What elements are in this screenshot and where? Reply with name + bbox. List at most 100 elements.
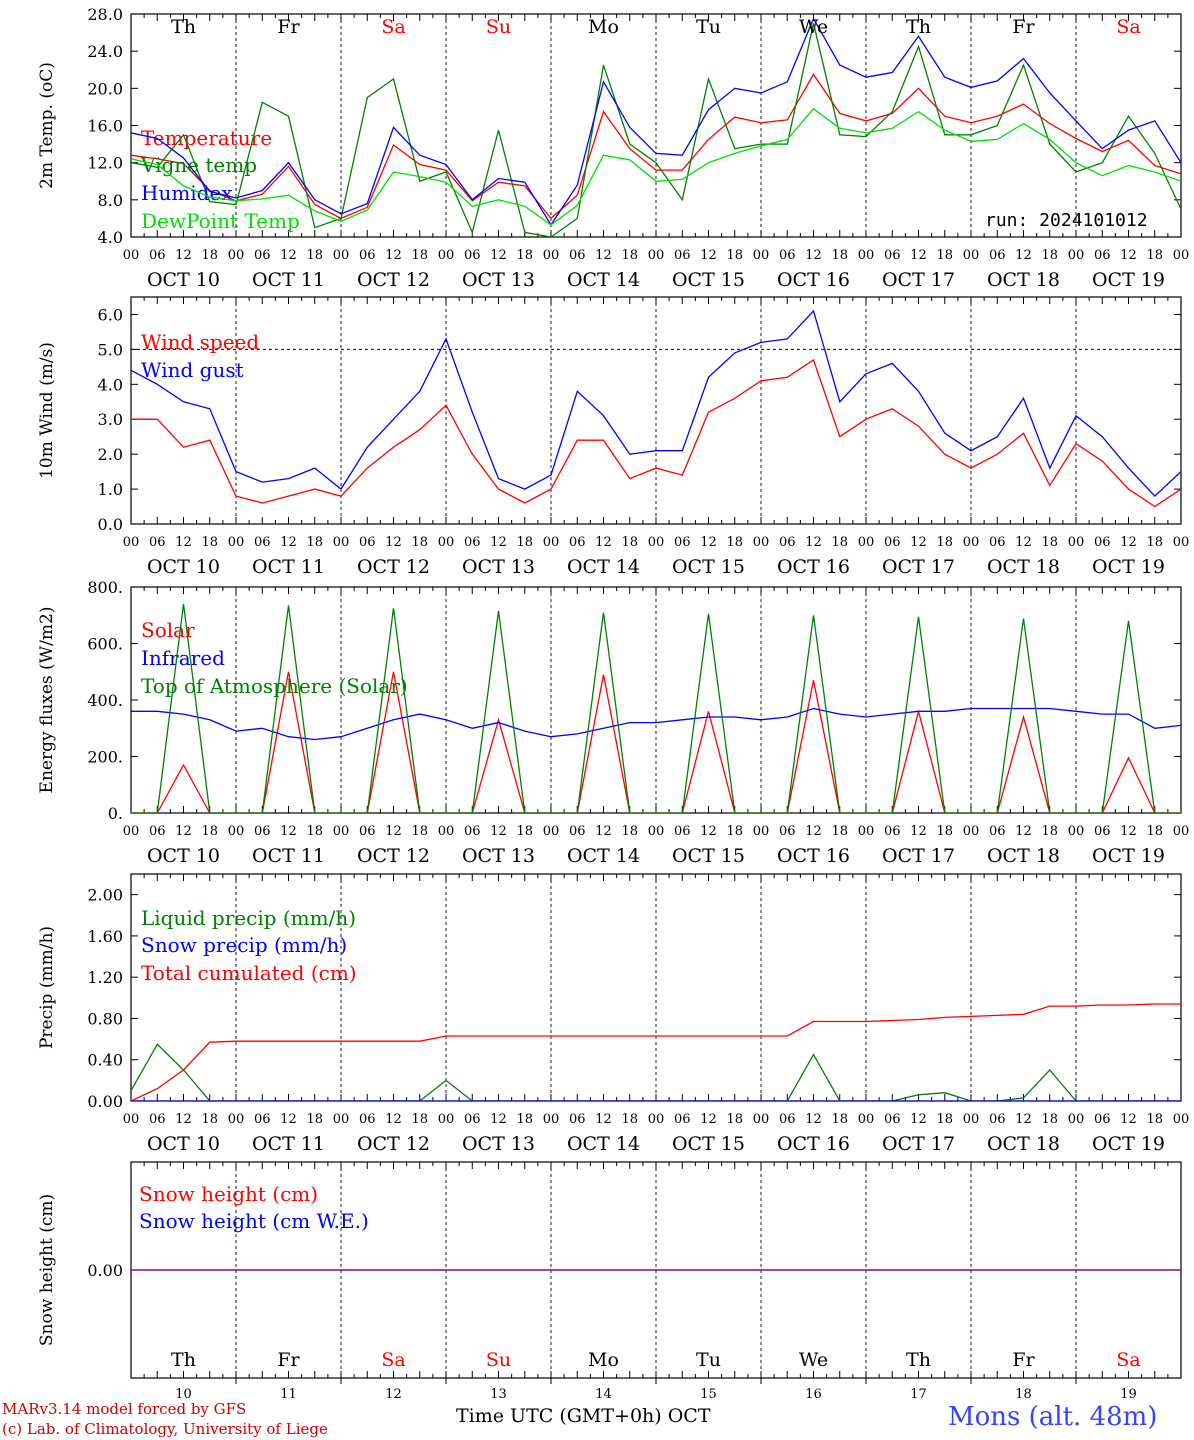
hour-tick-label: 06 [254, 824, 271, 839]
y-tick-label: 1.20 [87, 968, 123, 987]
legend-entry: Liquid precip (mm/h) [141, 906, 356, 930]
y-tick-label: 6.0 [98, 305, 123, 324]
hour-tick-label: 12 [490, 535, 507, 550]
y-tick-label: 16.0 [87, 117, 123, 136]
hour-tick-label: 00 [753, 1112, 770, 1127]
y-tick-label: 600. [87, 635, 123, 654]
date-label: OCT 10 [147, 845, 220, 867]
date-label: OCT 19 [1092, 845, 1165, 867]
hour-tick-label: 18 [1041, 248, 1058, 263]
hour-tick-label: 00 [1173, 248, 1190, 263]
day-number: 11 [280, 1387, 297, 1402]
panel-3: 00 06 12 18 OCT 10 00 06 12 18 OCT 11 00 06 12 18 OCT … [37, 578, 1189, 867]
hour-tick-label: 18 [726, 1112, 743, 1127]
hour-tick-label: 00 [333, 535, 350, 550]
hour-tick-label: 12 [1015, 248, 1032, 263]
hour-tick-label: 00 [333, 824, 350, 839]
hour-tick-label: 18 [936, 535, 953, 550]
date-label: OCT 17 [882, 1133, 955, 1155]
hour-tick-label: 18 [306, 535, 323, 550]
day-abbr: We [799, 16, 828, 38]
hour-tick-label: 00 [648, 1112, 665, 1127]
hour-tick-label: 18 [516, 1112, 533, 1127]
hour-tick-label: 06 [359, 535, 376, 550]
hour-tick-label: 18 [1041, 1112, 1058, 1127]
y-tick-label: 20.0 [87, 79, 123, 98]
hour-tick-label: 06 [569, 535, 586, 550]
y-tick-label: 0.00 [87, 1261, 123, 1280]
day-abbr: Mo [588, 1349, 619, 1371]
hour-tick-label: 18 [621, 248, 638, 263]
day-number: 13 [490, 1387, 507, 1402]
day-number: 12 [385, 1387, 402, 1402]
hour-tick-label: 18 [621, 535, 638, 550]
hour-tick-label: 18 [831, 248, 848, 263]
date-label: OCT 14 [567, 556, 640, 578]
hour-tick-label: 06 [254, 248, 271, 263]
hour-tick-label: 00 [228, 824, 245, 839]
legend-entry: DewPoint Temp [141, 209, 300, 233]
date-label: OCT 16 [777, 845, 850, 867]
day-abbr: Th [906, 1349, 931, 1371]
hour-tick-label: 12 [1015, 1112, 1032, 1127]
hour-tick-label: 06 [464, 248, 481, 263]
date-label: OCT 18 [987, 556, 1060, 578]
date-label: OCT 17 [882, 556, 955, 578]
hour-tick-label: 18 [306, 1112, 323, 1127]
day-abbr: Sa [1116, 16, 1140, 38]
series-line-1 [131, 1043, 1181, 1101]
hour-tick-label: 06 [989, 1112, 1006, 1127]
hour-tick-label: 18 [726, 248, 743, 263]
date-label: OCT 19 [1092, 556, 1165, 578]
hour-tick-label: 00 [228, 248, 245, 263]
y-axis-label: Snow height (cm) [37, 1194, 57, 1346]
date-label: OCT 18 [987, 269, 1060, 291]
hour-tick-label: 12 [490, 1112, 507, 1127]
hour-tick-label: 06 [149, 248, 166, 263]
hour-tick-label: 18 [831, 535, 848, 550]
date-label: OCT 10 [147, 1133, 220, 1155]
hour-tick-label: 00 [648, 535, 665, 550]
hour-tick-label: 18 [1041, 535, 1058, 550]
hour-tick-label: 06 [254, 1112, 271, 1127]
y-tick-label: 0.40 [87, 1051, 123, 1070]
hour-tick-label: 18 [831, 1112, 848, 1127]
y-tick-label: 12.0 [87, 154, 123, 173]
day-abbr: Su [486, 16, 511, 38]
hour-tick-label: 18 [201, 1112, 218, 1127]
series-line-1 [131, 671, 1181, 813]
y-axis-label: Precip (mm/h) [37, 926, 57, 1049]
date-label: OCT 12 [357, 1133, 430, 1155]
hour-tick-label: 18 [306, 248, 323, 263]
day-number: 18 [1015, 1387, 1032, 1402]
day-number: 19 [1120, 1387, 1137, 1402]
hour-tick-label: 00 [438, 1112, 455, 1127]
day-abbr: Fr [277, 16, 300, 38]
day-abbr: Sa [381, 16, 405, 38]
date-label: OCT 12 [357, 556, 430, 578]
hour-tick-label: 00 [963, 535, 980, 550]
hour-tick-label: 12 [805, 824, 822, 839]
date-label: OCT 10 [147, 269, 220, 291]
hour-tick-label: 18 [621, 1112, 638, 1127]
hour-tick-label: 00 [1068, 248, 1085, 263]
hour-tick-label: 12 [280, 1112, 297, 1127]
hour-tick-label: 12 [175, 248, 192, 263]
hour-tick-label: 12 [280, 248, 297, 263]
date-label: OCT 17 [882, 845, 955, 867]
day-abbr: Th [171, 16, 196, 38]
hour-tick-label: 00 [1068, 824, 1085, 839]
day-abbr: Tu [696, 1349, 721, 1371]
series-line-3 [131, 17, 1181, 227]
hour-tick-label: 18 [411, 1112, 428, 1127]
hour-tick-label: 00 [1068, 535, 1085, 550]
date-label: OCT 18 [987, 845, 1060, 867]
date-label: OCT 13 [462, 845, 535, 867]
hour-tick-label: 06 [569, 1112, 586, 1127]
station-label: Mons (alt. 48m) [948, 1402, 1158, 1432]
hour-tick-label: 06 [464, 1112, 481, 1127]
hour-tick-label: 18 [201, 248, 218, 263]
footer-credit: (c) Lab. of Climatology, University of L… [2, 1420, 328, 1438]
hour-tick-label: 18 [516, 824, 533, 839]
date-label: OCT 14 [567, 845, 640, 867]
